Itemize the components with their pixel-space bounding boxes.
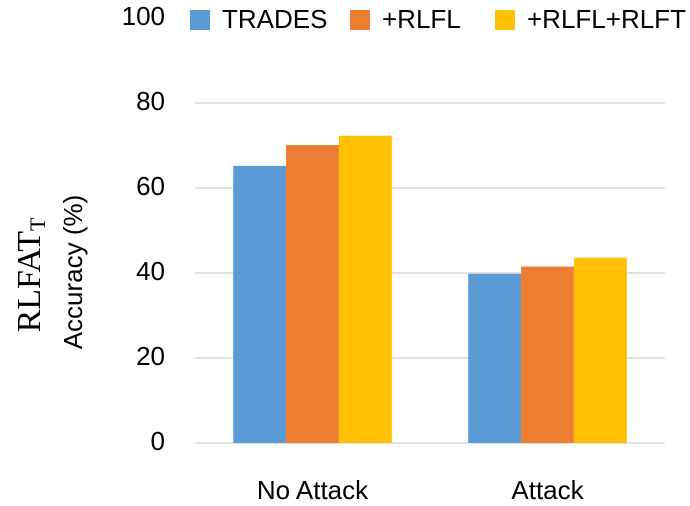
legend-label: TRADES	[222, 4, 327, 34]
legend-swatch	[190, 10, 210, 30]
y-axis-label: Accuracy (%)	[58, 195, 88, 350]
x-tick-label: Attack	[511, 475, 584, 505]
y-tick-label: 0	[151, 426, 165, 456]
y-axis-label-sub: T	[25, 217, 50, 231]
legend-swatch	[495, 10, 515, 30]
y-tick-label: 60	[136, 171, 165, 201]
bar	[573, 257, 627, 443]
y-tick-label: 20	[136, 341, 165, 371]
legend-swatch	[350, 10, 370, 30]
legend-label: +RLFL+RLFT	[527, 4, 686, 34]
bar	[233, 165, 287, 443]
legend-background	[180, 0, 685, 38]
y-axis-label-main: RLFAT	[11, 231, 48, 333]
bar	[521, 266, 574, 443]
bar	[286, 145, 339, 443]
bar	[338, 135, 392, 443]
bar	[468, 273, 522, 443]
y-tick-label: 40	[136, 256, 165, 286]
y-tick-label: 100	[122, 1, 165, 31]
legend-label: +RLFL	[382, 4, 461, 34]
x-tick-label: No Attack	[257, 475, 369, 505]
y-axis-label-prefix: RLFATT	[11, 217, 50, 332]
y-tick-label: 80	[136, 86, 165, 116]
